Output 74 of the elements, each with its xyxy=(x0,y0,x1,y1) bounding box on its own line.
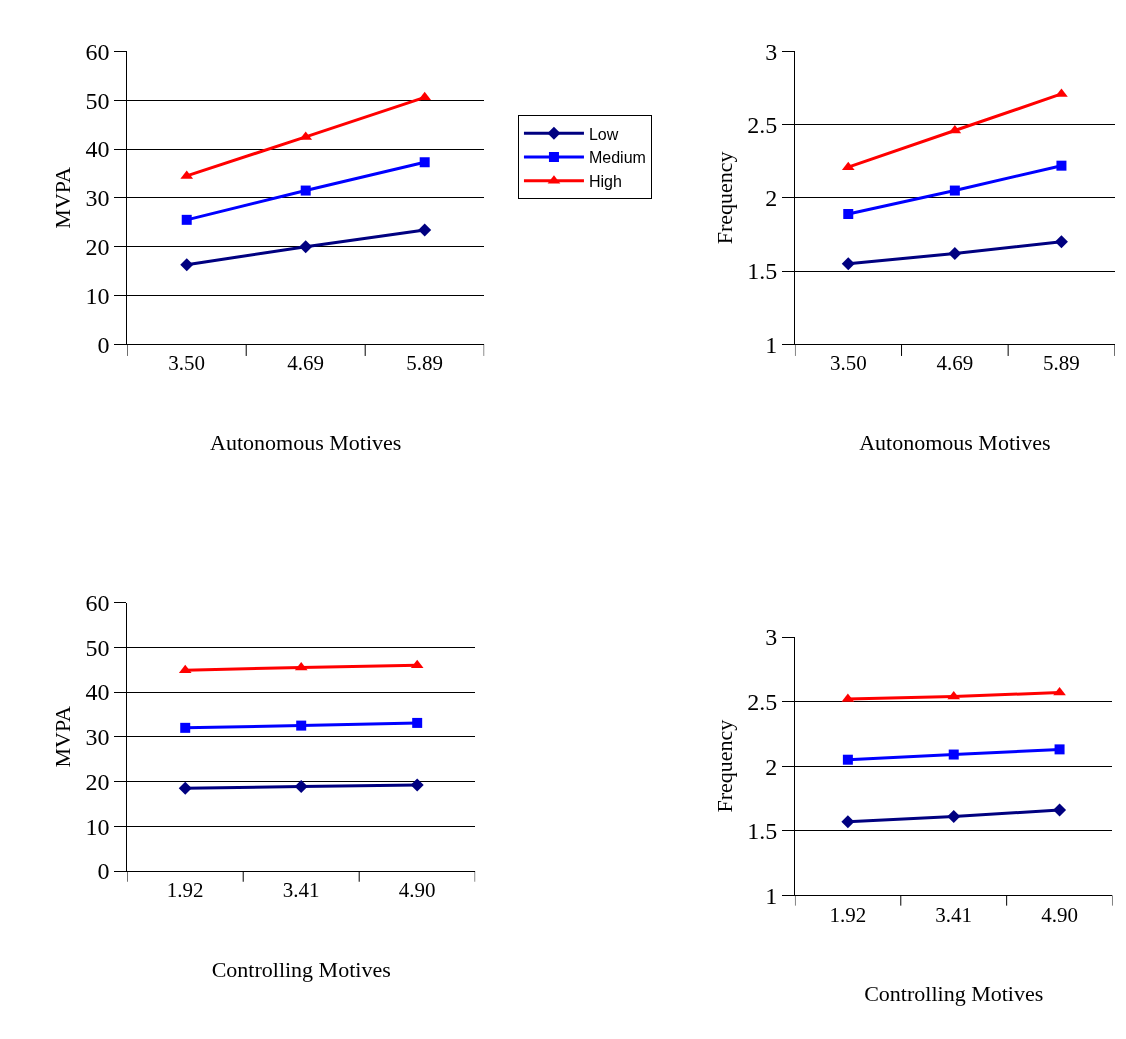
y-tick-label: 0 xyxy=(97,858,110,885)
y-axis-title: Frequency xyxy=(711,719,737,813)
legend-label: Low xyxy=(588,125,619,143)
y-tick-label: 20 xyxy=(85,234,110,261)
y-tick-label: 10 xyxy=(85,282,110,309)
x-tick-label: 1.92 xyxy=(829,902,867,927)
y-tick-label: 50 xyxy=(85,87,110,114)
y-tick-label: 2.5 xyxy=(747,688,778,715)
point xyxy=(947,690,961,700)
y-tick-label: 1 xyxy=(765,331,778,358)
y-tick-label: 1.5 xyxy=(747,818,778,845)
point xyxy=(1053,803,1067,817)
point xyxy=(181,214,192,225)
x-tick-label: 4.69 xyxy=(936,351,974,376)
x-tick-label: 4.90 xyxy=(1041,902,1078,927)
point xyxy=(1056,160,1067,171)
y-tick-label: 40 xyxy=(85,136,110,163)
legend-label: Medium xyxy=(588,149,646,167)
y-tick-label: 50 xyxy=(85,634,110,661)
y-tick-label: 40 xyxy=(85,679,110,706)
legend-label: High xyxy=(588,173,622,191)
y-axis-title: MVPA xyxy=(50,705,76,768)
x-tick-label: 1.92 xyxy=(166,878,204,903)
point xyxy=(410,778,424,792)
x-tick-label: 3.50 xyxy=(829,351,867,376)
y-axis-title: MVPA xyxy=(50,166,76,229)
point xyxy=(1054,744,1065,755)
y-tick-label: 2.5 xyxy=(747,112,778,139)
point xyxy=(412,717,423,728)
point xyxy=(178,781,192,795)
point xyxy=(949,185,960,196)
y-tick-label: 60 xyxy=(85,38,110,65)
x-axis-title: Controlling Motives xyxy=(864,981,1044,1007)
y-tick-label: 2 xyxy=(765,753,778,780)
x-axis-title: Controlling Motives xyxy=(211,957,391,983)
x-tick-label: 3.41 xyxy=(935,902,973,927)
x-tick-label: 3.41 xyxy=(282,878,320,903)
point xyxy=(299,240,313,254)
y-axis-title: Frequency xyxy=(711,151,737,245)
x-tick-label: 4.69 xyxy=(287,351,325,376)
x-axis-title: Autonomous Motives xyxy=(859,430,1051,456)
y-tick-label: 60 xyxy=(85,589,110,616)
point xyxy=(418,91,432,101)
point xyxy=(418,223,432,237)
point xyxy=(1054,235,1068,249)
y-tick-label: 0 xyxy=(97,331,110,358)
y-tick-label: 10 xyxy=(85,813,110,840)
y-tick-label: 1.5 xyxy=(747,258,778,285)
point xyxy=(294,779,308,793)
point xyxy=(843,208,854,219)
point xyxy=(842,754,853,765)
point xyxy=(419,157,430,168)
point xyxy=(841,257,855,271)
point xyxy=(947,810,961,824)
point xyxy=(180,258,194,272)
y-tick-label: 1 xyxy=(765,882,778,909)
y-tick-label: 2 xyxy=(765,185,778,212)
x-tick-label: 4.90 xyxy=(398,878,436,903)
x-tick-label: 3.50 xyxy=(168,351,206,376)
point xyxy=(841,815,855,829)
y-tick-label: 30 xyxy=(85,185,110,212)
x-axis-title: Autonomous Motives xyxy=(210,430,402,456)
point xyxy=(300,185,311,196)
y-tick-label: 3 xyxy=(765,38,778,65)
y-tick-label: 30 xyxy=(85,724,110,751)
point xyxy=(948,246,962,260)
point xyxy=(296,720,307,731)
y-tick-label: 3 xyxy=(765,624,778,651)
x-tick-label: 5.89 xyxy=(1043,351,1080,376)
point xyxy=(948,749,959,760)
x-tick-label: 5.89 xyxy=(406,351,444,376)
point xyxy=(180,722,191,733)
point xyxy=(294,661,308,671)
y-tick-label: 20 xyxy=(85,768,110,795)
